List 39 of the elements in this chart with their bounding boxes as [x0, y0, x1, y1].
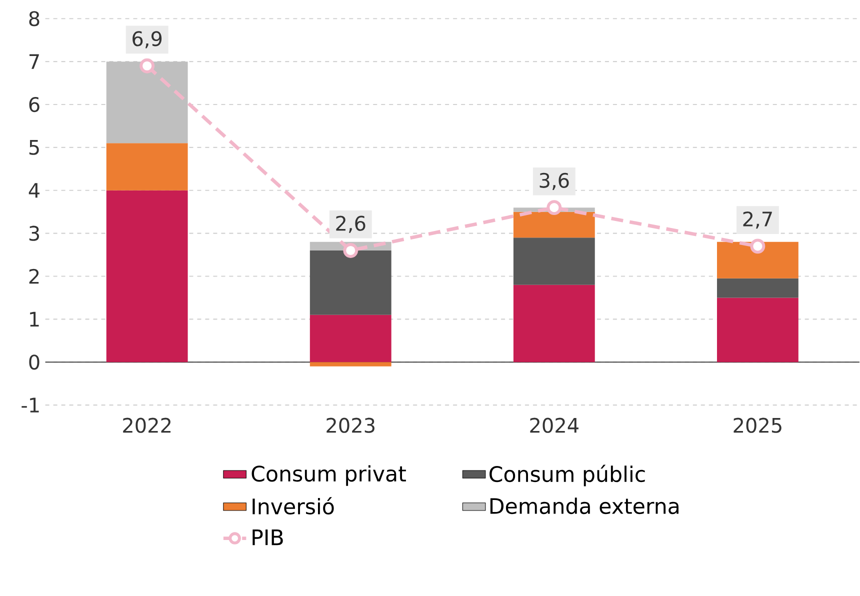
y-tick-label: 0 — [29, 354, 40, 370]
bar — [106, 190, 188, 362]
bar — [310, 250, 392, 316]
y-tick-label: -1 — [22, 398, 39, 413]
legend-label: Inversió — [252, 497, 334, 515]
bar — [106, 143, 188, 191]
bar — [716, 298, 798, 362]
bar — [310, 315, 392, 362]
legend-label: PIB — [252, 530, 283, 546]
y-tick-label: 2 — [29, 269, 39, 284]
x-tick-label: 2023 — [326, 418, 374, 434]
point — [140, 58, 155, 74]
bar — [513, 212, 595, 238]
x-tick-label: 2024 — [530, 418, 578, 434]
legend-label: Consum privat — [252, 465, 406, 486]
x-tick-label: 2022 — [123, 418, 170, 434]
data-label: 2,6 — [336, 216, 366, 234]
data-label: 2,7 — [743, 212, 772, 229]
point — [343, 243, 358, 258]
bar — [106, 62, 188, 144]
bar — [716, 278, 798, 298]
bar — [513, 285, 595, 362]
legend-label: Demanda externa — [490, 498, 678, 514]
point — [546, 200, 562, 216]
x-tick-label: 2025 — [734, 418, 782, 434]
point — [750, 238, 766, 254]
bar — [716, 242, 798, 279]
data-label: 3,6 — [540, 173, 569, 190]
y-tick-label: 5 — [29, 140, 39, 156]
bar — [513, 238, 595, 286]
y-tick-label: 4 — [28, 183, 40, 198]
data-label: 6,9 — [132, 31, 162, 48]
bar — [310, 362, 392, 367]
legend-label: Consum públic — [490, 464, 645, 486]
y-tick-label: 1 — [30, 312, 39, 327]
y-tick-label: 7 — [30, 54, 39, 70]
y-tick-label: 8 — [29, 11, 40, 26]
y-tick-label: 3 — [29, 226, 39, 242]
y-tick-label: 6 — [29, 97, 40, 112]
